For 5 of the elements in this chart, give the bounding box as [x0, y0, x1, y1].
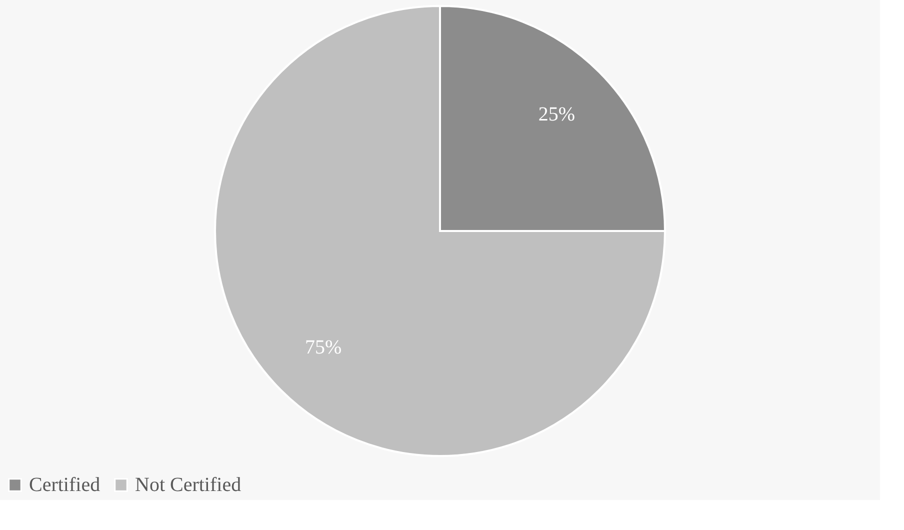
legend-label: Certified [29, 474, 100, 496]
pie-slice [214, 5, 666, 457]
legend-label: Not Certified [135, 474, 242, 496]
data-label: 75% [304, 336, 342, 359]
data-label: 25% [538, 103, 576, 126]
